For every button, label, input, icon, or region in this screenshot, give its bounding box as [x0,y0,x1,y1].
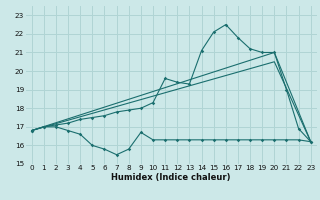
X-axis label: Humidex (Indice chaleur): Humidex (Indice chaleur) [111,173,231,182]
